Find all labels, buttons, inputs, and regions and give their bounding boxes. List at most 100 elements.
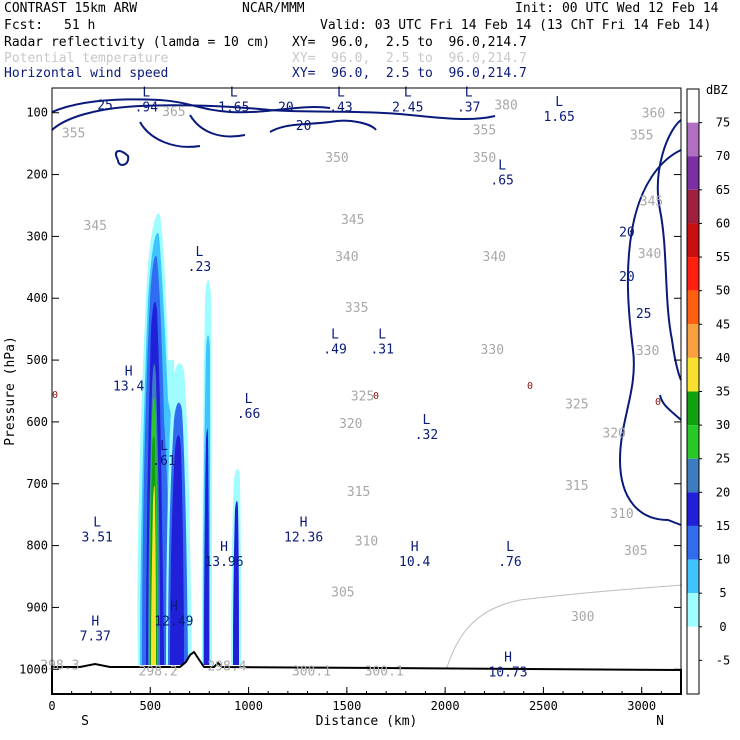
wind-contour <box>269 119 377 133</box>
colorbar-label: 75 <box>716 116 730 130</box>
extremum-value: .43 <box>329 101 352 116</box>
colorbar-label: 45 <box>716 317 730 331</box>
field-wind-xy: XY= 96.0, 2.5 to 96.0,214.7 <box>292 66 527 81</box>
zero-isotherm-label: 0 <box>373 391 379 402</box>
theta-label: 345 <box>640 194 663 209</box>
field-wind-name: Horizontal wind speed <box>4 66 169 81</box>
colorbar-swatch <box>687 257 699 291</box>
wind-contour <box>656 119 682 381</box>
theta-label: 310 <box>610 507 633 522</box>
y-tick-label: 200 <box>26 168 48 182</box>
theta-label: 340 <box>483 250 506 265</box>
wind-contour <box>51 98 331 114</box>
zero-isotherm-label: 0 <box>655 397 661 408</box>
colorbar-label: 50 <box>716 284 730 298</box>
y-tick-label: 900 <box>26 600 48 614</box>
y-tick-label: 700 <box>26 477 48 491</box>
wind-label: 20 <box>619 225 635 240</box>
theta-label: 355 <box>630 128 653 143</box>
colorbar-label: 35 <box>716 385 730 399</box>
colorbar-label: 60 <box>716 216 730 230</box>
extremum-value: 2.45 <box>392 101 423 116</box>
organization: NCAR/MMM <box>242 1 305 16</box>
theta-label: 340 <box>638 247 661 262</box>
extremum-value: .49 <box>323 342 346 357</box>
y-tick-label: 400 <box>26 291 48 305</box>
theta-label: 300.1 <box>365 664 404 679</box>
theta-label: 330 <box>481 343 504 358</box>
extremum-low-marker: L <box>337 86 345 101</box>
wind-contour <box>618 149 682 526</box>
wind-label: 25 <box>97 99 113 114</box>
extremum-value: .94 <box>135 101 159 116</box>
theta-label: 350 <box>325 151 348 166</box>
extremum-low-marker: L <box>160 439 168 454</box>
colorbar-label: 10 <box>716 553 730 567</box>
colorbar-label: 55 <box>716 250 730 264</box>
wind-contour <box>189 114 246 138</box>
extremum-low-marker: L <box>506 540 514 555</box>
colorbar-swatch <box>687 189 699 224</box>
y-tick-label: 600 <box>26 415 48 429</box>
extremum-high-marker: H <box>220 540 228 555</box>
wind-label: 20 <box>619 270 635 285</box>
extremum-value: 10.73 <box>488 665 527 680</box>
colorbar-swatch <box>687 525 699 560</box>
colorbar-label: 25 <box>716 452 730 466</box>
extremum-low-marker: L <box>404 86 412 101</box>
colorbar-swatch <box>687 89 699 123</box>
theta-label: 345 <box>84 219 107 234</box>
extremum-value: .76 <box>498 555 521 570</box>
extremum-low-marker: L <box>196 245 204 260</box>
extremum-low-marker: L <box>465 86 473 101</box>
x-tick-label: 0 <box>48 699 55 713</box>
zero-isotherm-label: 0 <box>52 390 58 401</box>
wind-label: 25 <box>636 307 652 322</box>
extremum-value: .37 <box>457 101 480 116</box>
theta-label: 360 <box>642 107 665 122</box>
x-tick-label: 2000 <box>431 699 460 713</box>
colorbar-swatch <box>687 391 699 426</box>
extremum-value: .66 <box>237 407 260 422</box>
colorbar-swatch <box>687 458 699 493</box>
theta-label: 298.2 <box>139 664 178 679</box>
theta-contour <box>439 584 682 694</box>
valid-time: Valid: 03 UTC Fri 14 Feb 14 (13 ChT Fri … <box>320 18 712 33</box>
theta-label: 325 <box>565 397 588 412</box>
extremum-low-marker: L <box>498 159 506 174</box>
field-reflectivity-xy: XY= 96.0, 2.5 to 96.0,214.7 <box>292 35 527 50</box>
y-tick-label: 500 <box>26 353 48 367</box>
extremum-low-marker: L <box>331 327 339 342</box>
colorbar-unit: dBZ <box>706 83 728 97</box>
theta-label: 325 <box>351 389 374 404</box>
theta-label: 305 <box>331 585 354 600</box>
colorbar-swatch <box>687 223 699 258</box>
extremum-low-marker: L <box>142 86 150 101</box>
extremum-value: .32 <box>415 428 438 443</box>
wind-label: 20 <box>278 100 294 115</box>
extremum-low-marker: L <box>423 413 431 428</box>
extremum-value: 13.4 <box>113 380 144 395</box>
colorbar-label: 30 <box>716 418 730 432</box>
colorbar-swatch <box>687 357 699 392</box>
theta-label: 350 <box>473 151 496 166</box>
reflectivity-fill-layer <box>137 213 241 666</box>
theta-label: 365 <box>162 105 185 120</box>
extremum-value: 3.51 <box>82 530 113 545</box>
zero-isotherm-label: 0 <box>527 381 533 392</box>
x-tick-label: 2500 <box>529 699 558 713</box>
theta-label: 345 <box>341 213 364 228</box>
wind-contour-layer <box>51 98 682 526</box>
extremum-value: .31 <box>370 342 393 357</box>
theta-label: 305 <box>624 544 647 559</box>
axes-layer: 0 500 1000 1500 2000 2500 30001002003004005006… <box>3 87 682 729</box>
y-tick-label: 1000 <box>19 662 48 676</box>
wind-contour <box>139 121 201 148</box>
field-reflectivity-name: Radar reflectivity (lamda = 10 cm) <box>4 35 271 50</box>
x-tick-label: 3000 <box>627 699 656 713</box>
extremum-low-marker: L <box>230 86 238 101</box>
reflectivity-cell-13 <box>204 428 209 665</box>
colorbar-swatch <box>687 492 699 526</box>
extremum-low-marker: L <box>378 327 386 342</box>
extremum-value: 13.96 <box>204 555 243 570</box>
